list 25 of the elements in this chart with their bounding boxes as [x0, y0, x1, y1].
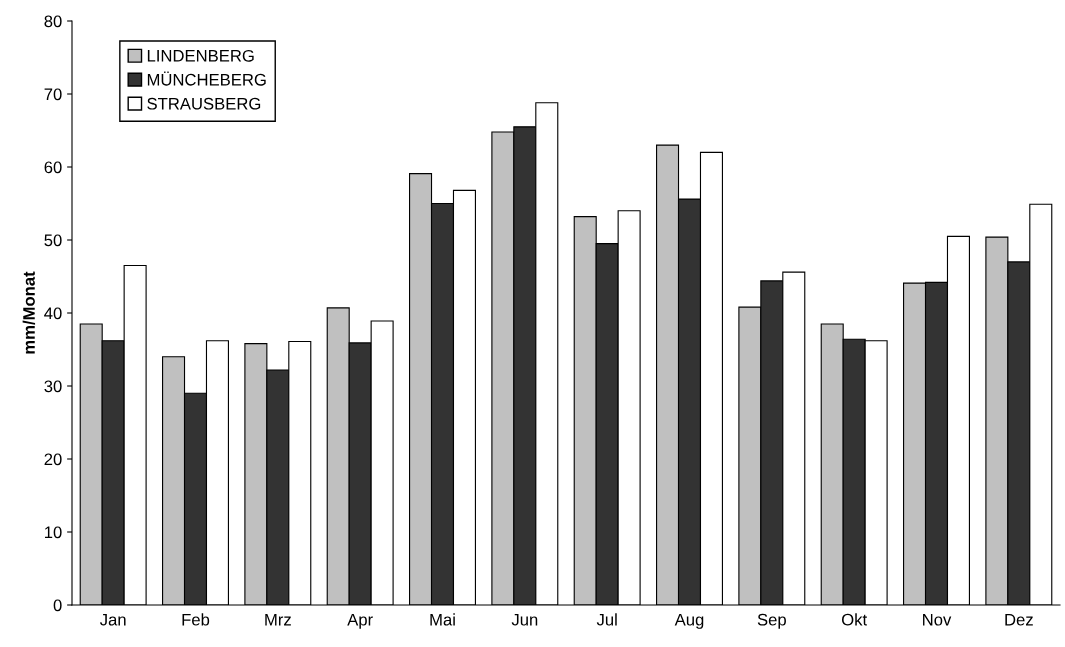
legend-label: STRAUSBERG [147, 97, 261, 110]
y-tick-label: 80 [44, 15, 62, 28]
x-tick-label: Aug [674, 613, 704, 629]
y-tick-label: 40 [44, 307, 62, 320]
x-tick-label: Okt [841, 613, 868, 626]
x-tick-label: Sep [757, 613, 786, 629]
legend-label: MÜNCHEBERG [147, 71, 266, 86]
y-tick-label: 20 [44, 453, 62, 466]
y-tick-label: 10 [45, 526, 62, 539]
x-tick-label: Jul [596, 613, 617, 626]
x-tick-label: Jan [99, 613, 126, 626]
y-tick-label: 70 [44, 88, 62, 101]
y-tick-label: 0 [53, 599, 62, 612]
x-tick-label: Nov [923, 613, 952, 626]
y-axis-title: mm/Monat [22, 271, 36, 354]
y-tick-label: 60 [44, 161, 62, 174]
y-tick-label: 30 [44, 380, 62, 393]
x-tick-label: Feb [182, 613, 210, 626]
x-tick-label: Mrz [265, 613, 291, 626]
x-tick-label: Apr [347, 613, 373, 629]
x-tick-label: Dez [1005, 613, 1033, 626]
x-tick-label: Jun [511, 613, 538, 626]
legend-label: LINDENBERG [147, 49, 254, 62]
x-tick-label: Mai [430, 613, 455, 626]
y-tick-label: 50 [44, 234, 62, 247]
